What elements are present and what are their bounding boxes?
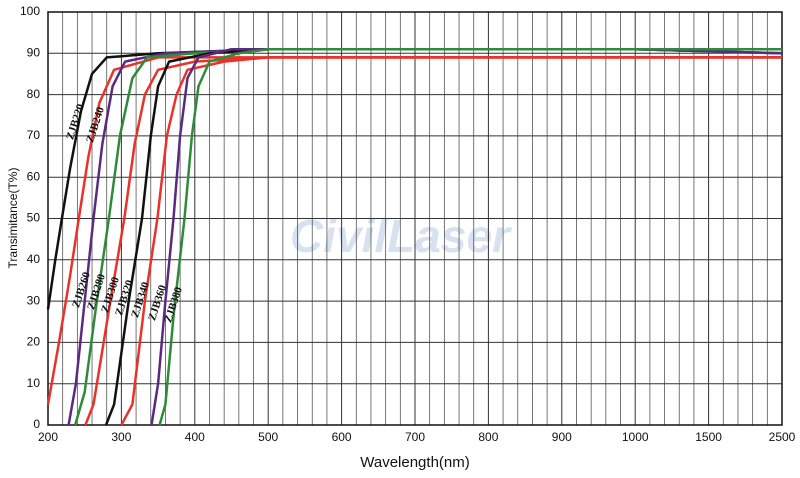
y-tick-label: 80 [27,87,41,101]
x-tick-label: 1000 [622,430,649,444]
x-tick-label: 2500 [769,430,796,444]
y-tick-label: 40 [27,252,41,266]
y-tick-label: 0 [33,417,40,431]
y-tick-label: 30 [27,293,41,307]
x-tick-label: 400 [185,430,205,444]
y-tick-label: 100 [20,4,40,18]
watermark: CivilLaser [290,210,512,262]
y-tick-label: 20 [27,335,41,349]
x-tick-label: 600 [332,430,352,444]
y-tick-label: 50 [27,211,41,225]
y-tick-label: 10 [27,376,41,390]
x-tick-label: 1500 [695,430,722,444]
y-tick-label: 90 [27,45,41,59]
x-axis-label: Wavelength(nm) [360,454,469,471]
x-tick-label: 800 [478,430,498,444]
y-axis-label: Transimitance(T%) [6,168,20,269]
plot-frame [47,11,783,426]
x-tick-label: 500 [258,430,278,444]
y-tick-label: 60 [27,169,41,183]
x-tick-label: 200 [38,430,58,444]
series-line [158,47,782,426]
x-tick-label: 700 [405,430,425,444]
x-tick-label: 300 [111,430,131,444]
x-tick-label: 900 [552,430,572,444]
series-label: ZJB220 [64,102,87,141]
y-tick-label: 70 [27,128,41,142]
series-line [120,56,782,426]
